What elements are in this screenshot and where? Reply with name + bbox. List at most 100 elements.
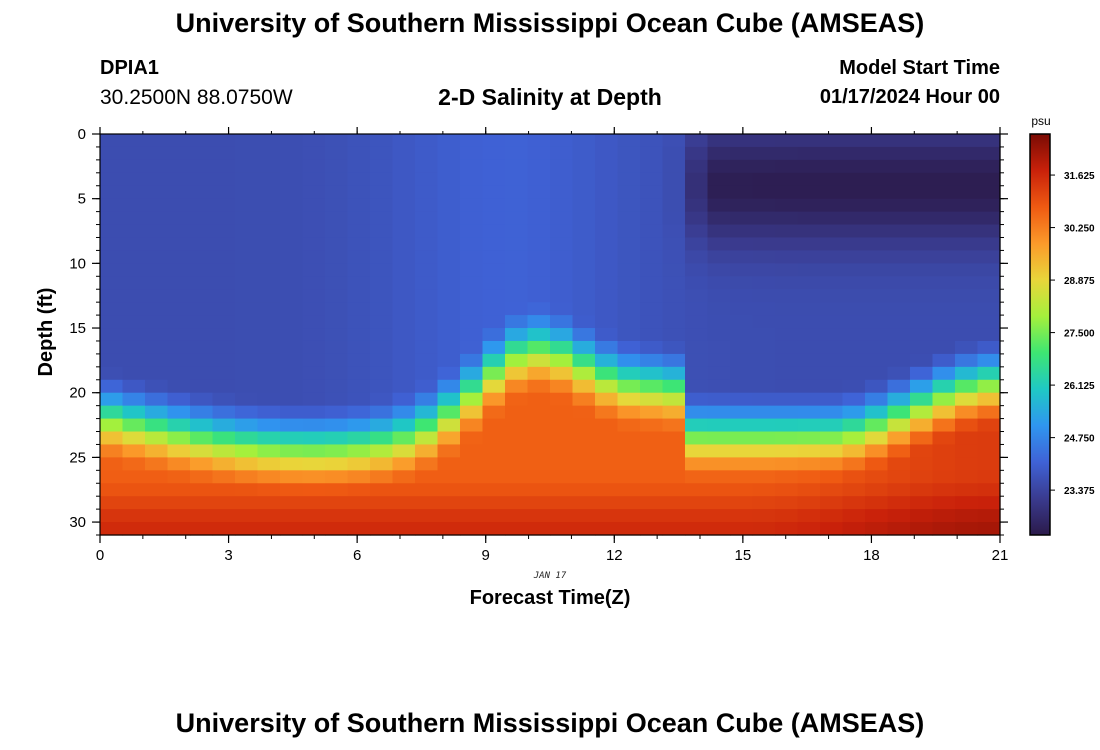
heatmap-cell xyxy=(685,250,709,264)
heatmap-cell xyxy=(640,340,664,355)
heatmap-cell xyxy=(257,392,281,407)
heatmap-cell xyxy=(820,405,844,420)
heatmap-cell xyxy=(392,444,416,458)
heatmap-cell xyxy=(820,185,844,200)
heatmap-cell xyxy=(640,392,664,407)
heatmap-cell xyxy=(640,289,664,303)
heatmap-cell xyxy=(775,289,799,303)
heatmap-cell xyxy=(887,328,911,342)
heatmap-cell xyxy=(280,237,304,252)
heatmap-cell xyxy=(370,224,394,239)
heatmap-cell xyxy=(167,263,191,277)
heatmap-cell xyxy=(595,470,619,484)
heatmap-cell xyxy=(617,509,641,523)
heatmap-cell xyxy=(550,289,574,303)
heatmap-cell xyxy=(302,289,326,303)
heatmap-cell xyxy=(280,418,304,433)
heatmap-cell xyxy=(190,237,214,252)
heatmap-cell xyxy=(347,483,371,497)
heatmap-cell xyxy=(325,263,349,277)
heatmap-cell xyxy=(685,457,709,471)
heatmap-cell xyxy=(572,289,596,303)
heatmap-cell xyxy=(842,263,866,277)
heatmap-cell xyxy=(865,250,889,264)
heatmap-cell xyxy=(820,522,844,536)
heatmap-cell xyxy=(302,405,326,420)
heatmap-cell xyxy=(235,522,259,536)
heatmap-cell xyxy=(572,496,596,510)
heatmap-cell xyxy=(752,444,776,458)
x-tick-label: 3 xyxy=(224,547,232,564)
heatmap-cell xyxy=(932,418,956,433)
heatmap-cell xyxy=(482,483,506,497)
heatmap-cell xyxy=(707,315,731,329)
heatmap-cell xyxy=(572,237,596,252)
heatmap-cell xyxy=(977,250,1001,264)
heatmap-cell xyxy=(842,224,866,239)
heatmap-cell xyxy=(235,379,259,394)
heatmap-cell xyxy=(370,159,394,174)
heatmap-cell xyxy=(955,470,979,484)
heatmap-cell xyxy=(752,159,776,174)
heatmap-cell xyxy=(865,496,889,510)
heatmap-cell xyxy=(460,509,484,523)
heatmap-cell xyxy=(595,315,619,329)
heatmap-cell xyxy=(595,496,619,510)
heatmap-cell xyxy=(257,340,281,355)
heatmap-cell xyxy=(977,379,1001,394)
heatmap-cell xyxy=(235,198,259,213)
heatmap-cell xyxy=(460,237,484,252)
heatmap-cell xyxy=(752,185,776,200)
x-axis-title: Forecast Time(Z) xyxy=(470,587,631,609)
heatmap-cell xyxy=(617,185,641,200)
heatmap-cell xyxy=(955,444,979,458)
heatmap-cell xyxy=(347,470,371,484)
heatmap-cell xyxy=(212,289,236,303)
heatmap-cell xyxy=(302,185,326,200)
heatmap-cell xyxy=(460,328,484,342)
heatmap-cell xyxy=(505,496,529,510)
heatmap-cell xyxy=(370,276,394,290)
heatmap-cell xyxy=(617,431,641,446)
heatmap-cell xyxy=(865,263,889,277)
heatmap-cell xyxy=(572,328,596,342)
heatmap-cell xyxy=(842,302,866,316)
heatmap-cell xyxy=(662,185,686,200)
heatmap-cell xyxy=(595,340,619,355)
heatmap-cell xyxy=(820,302,844,316)
heatmap-cell xyxy=(730,340,754,355)
heatmap-cell xyxy=(460,185,484,200)
heatmap-cell xyxy=(662,289,686,303)
heatmap-cell xyxy=(797,379,821,394)
heatmap-cell xyxy=(550,172,574,187)
heatmap-cell xyxy=(550,134,574,148)
heatmap-cell xyxy=(820,392,844,407)
heatmap-cell xyxy=(865,289,889,303)
colorbar-ramp xyxy=(1029,133,1051,536)
heatmap-cell xyxy=(595,172,619,187)
heatmap-cell xyxy=(370,185,394,200)
y-tick-label: 15 xyxy=(69,320,86,337)
heatmap-cell xyxy=(122,366,146,381)
colorbar-label: 23.375 xyxy=(1064,486,1095,497)
heatmap-cell xyxy=(887,211,911,226)
heatmap-cell xyxy=(122,483,146,497)
heatmap-cell xyxy=(820,444,844,458)
heatmap-cell xyxy=(842,250,866,264)
heatmap-cell xyxy=(392,379,416,394)
heatmap-cell xyxy=(505,470,529,484)
heatmap-cell xyxy=(527,237,551,252)
heatmap-cell xyxy=(887,263,911,277)
heatmap-cell xyxy=(190,250,214,264)
heatmap-cell xyxy=(977,237,1001,252)
heatmap-cell xyxy=(550,496,574,510)
heatmap-cell xyxy=(752,418,776,433)
heatmap-cell xyxy=(235,276,259,290)
heatmap-cell xyxy=(662,134,686,148)
heatmap-cell xyxy=(550,159,574,174)
heatmap-cell xyxy=(235,172,259,187)
heatmap-cell xyxy=(617,444,641,458)
heatmap-cell xyxy=(910,315,934,329)
heatmap-cell xyxy=(257,185,281,200)
heatmap-cell xyxy=(122,185,146,200)
